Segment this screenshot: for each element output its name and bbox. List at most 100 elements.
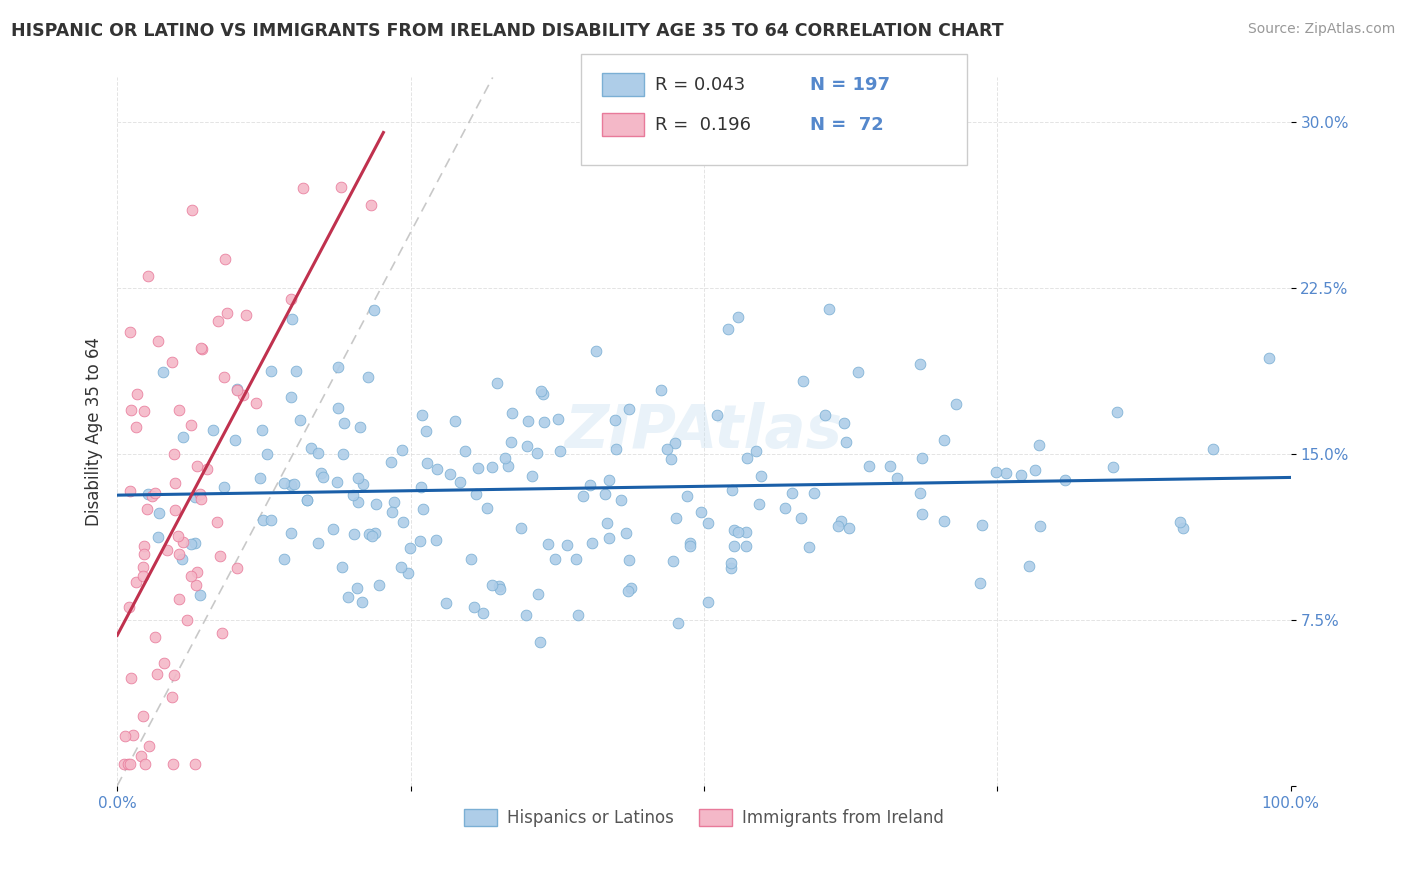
Point xyxy=(396,566,419,580)
Point xyxy=(411,408,433,422)
Point xyxy=(214,252,236,267)
Point xyxy=(148,506,170,520)
Point xyxy=(908,485,931,500)
Point xyxy=(426,462,449,476)
Point xyxy=(114,729,136,743)
Point xyxy=(132,568,155,582)
Point xyxy=(391,442,413,457)
Point xyxy=(911,451,934,466)
Point xyxy=(572,490,595,504)
Point xyxy=(460,551,482,566)
Point xyxy=(136,268,159,283)
Point xyxy=(605,442,627,456)
Point xyxy=(585,344,607,359)
Point xyxy=(879,458,901,473)
Point xyxy=(934,514,956,528)
Point xyxy=(326,475,349,489)
Point xyxy=(472,606,495,620)
Text: N = 197: N = 197 xyxy=(810,76,890,94)
Point xyxy=(366,497,388,511)
Point xyxy=(184,756,207,771)
Point xyxy=(209,549,232,563)
Point xyxy=(434,596,457,610)
Point xyxy=(163,502,186,516)
Point xyxy=(664,435,686,450)
Point xyxy=(364,526,387,541)
Point xyxy=(494,451,516,466)
Point xyxy=(489,582,512,597)
Point xyxy=(858,458,880,473)
Point xyxy=(830,514,852,528)
Point xyxy=(112,756,135,771)
Point xyxy=(799,540,821,554)
Point xyxy=(666,615,689,630)
Point xyxy=(176,613,198,627)
Point xyxy=(141,489,163,503)
Point xyxy=(283,476,305,491)
Point xyxy=(273,476,295,491)
Point xyxy=(225,384,247,398)
Point xyxy=(120,671,142,685)
Point xyxy=(910,508,932,522)
Point xyxy=(382,495,405,509)
Point xyxy=(544,552,567,566)
Point xyxy=(143,486,166,500)
Point xyxy=(773,501,796,516)
Point xyxy=(163,447,186,461)
Point xyxy=(120,403,142,417)
Point xyxy=(330,559,353,574)
Point xyxy=(207,314,229,328)
Point xyxy=(735,450,758,465)
Point xyxy=(343,526,366,541)
Point xyxy=(1173,521,1195,535)
Point xyxy=(163,476,186,491)
Point xyxy=(299,441,322,455)
Point xyxy=(392,515,415,529)
Point xyxy=(190,342,212,356)
Point xyxy=(280,391,302,405)
Point xyxy=(529,634,551,648)
Point xyxy=(256,447,278,461)
Point xyxy=(125,575,148,590)
Point xyxy=(146,334,169,348)
Point xyxy=(295,493,318,508)
Point xyxy=(727,524,749,539)
Point xyxy=(180,537,202,551)
Point xyxy=(201,423,224,437)
Point xyxy=(172,535,194,549)
Point xyxy=(249,471,271,485)
Point xyxy=(162,756,184,771)
Point xyxy=(167,547,190,561)
Point xyxy=(780,486,803,500)
Point xyxy=(389,560,412,574)
Point xyxy=(125,387,148,401)
Point xyxy=(467,461,489,475)
Point xyxy=(281,312,304,326)
Point xyxy=(307,536,329,550)
Point xyxy=(509,521,531,535)
Point xyxy=(146,667,169,681)
Point xyxy=(547,412,569,426)
Point xyxy=(347,495,370,509)
Point xyxy=(814,408,837,422)
Point xyxy=(846,365,869,379)
Point xyxy=(337,590,360,604)
Point xyxy=(748,497,770,511)
Point xyxy=(330,179,353,194)
Point xyxy=(526,446,548,460)
Point xyxy=(603,413,626,427)
Point xyxy=(188,588,211,602)
Point xyxy=(346,471,368,485)
Point xyxy=(734,524,756,539)
Point xyxy=(464,487,486,501)
Point xyxy=(934,433,956,447)
Point xyxy=(212,369,235,384)
Point xyxy=(211,625,233,640)
Point xyxy=(357,369,380,384)
Point xyxy=(969,576,991,591)
Point xyxy=(818,301,841,316)
Point xyxy=(598,473,620,487)
Point xyxy=(617,553,640,567)
Point xyxy=(744,444,766,458)
Point xyxy=(120,756,142,771)
